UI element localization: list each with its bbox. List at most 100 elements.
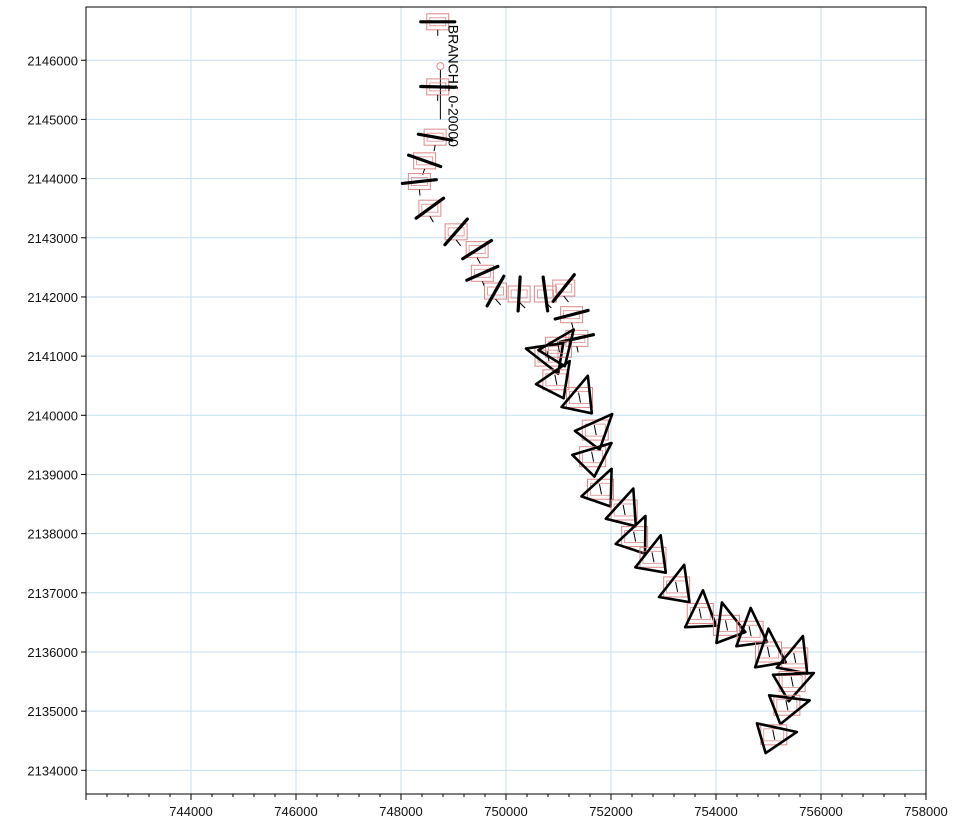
triangle-marker — [683, 589, 718, 629]
triangle-marker — [775, 634, 809, 675]
triangle-center-tick — [785, 700, 789, 711]
triangle-center-tick — [557, 342, 560, 353]
triangle-outline — [604, 487, 638, 528]
triangle-center-tick — [651, 552, 655, 563]
triangle-marker — [614, 514, 649, 555]
bar-marker — [416, 128, 454, 152]
triangle-outline — [771, 671, 816, 703]
x-tick-label: 752000 — [589, 804, 632, 819]
cross-section-box-inner — [568, 333, 586, 343]
y-tick-label: 2143000 — [27, 231, 78, 246]
triangle-outline — [735, 606, 769, 648]
x-tick-label: 754000 — [694, 804, 737, 819]
bar-stroke — [416, 132, 454, 142]
branch-node-marker — [436, 62, 445, 71]
x-tick-label: 748000 — [379, 804, 422, 819]
triangle-center-tick — [772, 729, 776, 740]
triangle-center-tick — [593, 424, 597, 436]
triangle-outline — [755, 722, 799, 755]
triangle-center-tick — [748, 626, 752, 637]
cross-section-box-inner — [582, 450, 604, 464]
cross-section-box-inner — [555, 283, 573, 293]
triangle-center-tick — [578, 392, 581, 403]
triangle-outline — [775, 634, 809, 675]
x-tick-label: 750000 — [484, 804, 527, 819]
cross-section-box-inner — [563, 310, 581, 320]
bar-tick — [571, 322, 574, 329]
cross-section-box-inner — [473, 268, 491, 278]
branch-line — [436, 62, 445, 120]
triangle-outline — [715, 601, 747, 645]
bar-marker — [558, 329, 596, 353]
bar-marker — [465, 264, 500, 288]
triangle-marker — [573, 412, 614, 451]
cross-section-box-inner — [468, 245, 486, 255]
bar-tick — [433, 145, 436, 152]
triangle-center-tick — [675, 581, 679, 592]
cross-section-box — [686, 603, 714, 625]
bar-tick — [495, 298, 502, 306]
triangle-outline — [573, 412, 614, 451]
bar-tick — [418, 189, 421, 196]
y-tick-label: 2146000 — [27, 53, 78, 68]
triangle-outline — [614, 514, 647, 555]
x-tick-label: 744000 — [169, 804, 212, 819]
branch-label: BRANCH1 0-20000 — [445, 25, 461, 147]
triangle-marker — [580, 467, 614, 508]
triangle-center-tick — [622, 504, 626, 516]
cross-section-box-inner — [447, 227, 465, 237]
cross-section-box — [639, 546, 667, 568]
bar-tick — [455, 239, 462, 247]
bar-marker — [461, 238, 494, 264]
bar-stroke — [414, 196, 446, 220]
y-tick-label: 2145000 — [27, 112, 78, 127]
bar-stroke — [558, 333, 596, 344]
cross-section-bars — [400, 13, 596, 353]
triangle-center-tick — [591, 451, 595, 462]
triangle-outline — [767, 694, 811, 726]
cross-section-box-inner — [739, 624, 761, 638]
cross-section-box-inner — [537, 349, 559, 363]
bar-marker — [407, 152, 443, 176]
x-axis-ticks: 744000 746000 748000 750000 752000 754000 7560… — [85, 794, 948, 819]
bar-stroke — [443, 217, 469, 247]
bar-marker — [551, 273, 576, 304]
grid-lines — [86, 7, 926, 794]
triangle-center-tick — [554, 374, 558, 385]
bar-tick — [518, 301, 526, 309]
triangle-center-tick — [599, 484, 602, 495]
bar-marker — [419, 78, 457, 101]
triangle-marker — [755, 722, 799, 755]
triangle-center-tick — [698, 608, 702, 619]
bar-tick — [545, 301, 552, 309]
bar-marker — [414, 196, 446, 223]
y-axis-ticks: 2134000 2135000 2136000 2137000 2138000 21390… — [27, 53, 86, 778]
triangle-center-tick — [793, 652, 797, 664]
bar-marker — [553, 306, 590, 329]
triangle-center-tick — [767, 646, 770, 658]
triangle-marker — [571, 441, 613, 478]
bar-tick — [429, 215, 434, 223]
cross-section-box-inner — [781, 675, 803, 688]
cross-section-box-inner — [763, 728, 785, 742]
bar-marker — [419, 13, 457, 36]
bar-stroke — [485, 274, 506, 308]
cross-section-triangles — [524, 328, 816, 755]
cross-section-box-inner — [758, 645, 779, 659]
y-tick-label: 2144000 — [27, 172, 78, 187]
y-tick-label: 2141000 — [27, 349, 78, 364]
y-tick-label: 2135000 — [27, 704, 78, 719]
cross-section-box — [663, 576, 691, 598]
triangle-outline — [534, 359, 572, 400]
triangle-center-tick — [633, 531, 637, 542]
triangle-marker — [634, 533, 668, 574]
cross-section-box — [581, 419, 609, 441]
cross-section-box-inner — [487, 286, 504, 296]
x-tick-label: 758000 — [904, 804, 947, 819]
triangle-outline — [537, 328, 575, 368]
triangle-marker — [657, 563, 691, 604]
bar-stroke — [551, 273, 576, 304]
x-tick-label: 746000 — [274, 804, 317, 819]
x-tick-label: 756000 — [799, 804, 842, 819]
